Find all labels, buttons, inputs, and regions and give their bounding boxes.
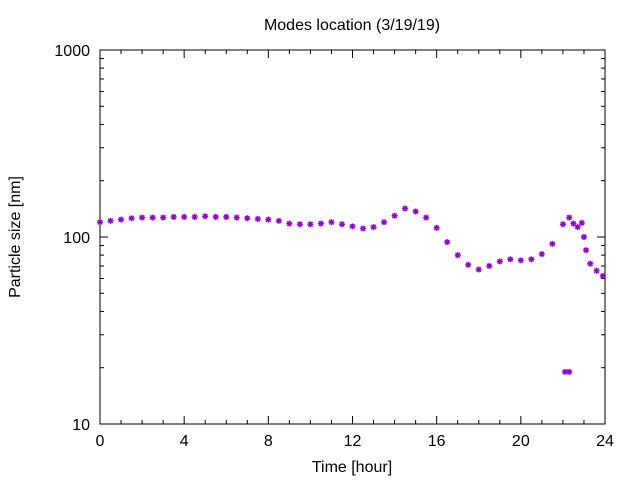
x-tick-label: 0 bbox=[96, 433, 105, 450]
data-point bbox=[475, 266, 482, 273]
x-tick-label: 20 bbox=[512, 433, 530, 450]
data-point bbox=[559, 221, 566, 228]
data-point bbox=[254, 215, 261, 222]
data-point bbox=[566, 214, 573, 221]
data-point bbox=[549, 240, 556, 247]
data-point bbox=[454, 252, 461, 259]
y-tick-label: 10 bbox=[72, 417, 90, 434]
data-point bbox=[599, 272, 606, 279]
data-point bbox=[349, 223, 356, 230]
data-point bbox=[118, 216, 125, 223]
data-point bbox=[317, 220, 324, 227]
data-point bbox=[496, 258, 503, 265]
data-point bbox=[517, 257, 524, 264]
data-point bbox=[265, 216, 272, 223]
data-point bbox=[286, 220, 293, 227]
data-point bbox=[587, 260, 594, 267]
tick-marks bbox=[99, 49, 606, 425]
y-axis-label: Particle size [nm] bbox=[7, 176, 24, 298]
data-point bbox=[223, 213, 230, 220]
data-point bbox=[433, 224, 440, 231]
x-tick-label: 8 bbox=[264, 433, 273, 450]
plot-frame bbox=[99, 49, 606, 425]
y-tick-labels: 10 100 1000 bbox=[54, 43, 90, 434]
data-point bbox=[465, 261, 472, 268]
data-point bbox=[107, 217, 114, 224]
data-point bbox=[578, 219, 585, 226]
data-point bbox=[402, 205, 409, 212]
data-points bbox=[97, 205, 606, 375]
data-point bbox=[381, 219, 388, 226]
data-point bbox=[202, 213, 209, 220]
data-point bbox=[149, 214, 156, 221]
data-point bbox=[570, 220, 577, 227]
data-point bbox=[507, 256, 514, 263]
data-point bbox=[296, 221, 303, 228]
data-point bbox=[391, 212, 398, 219]
data-point bbox=[538, 251, 545, 258]
data-point bbox=[233, 214, 240, 221]
x-tick-label: 16 bbox=[428, 433, 446, 450]
data-point bbox=[275, 217, 282, 224]
data-point bbox=[97, 219, 103, 226]
x-tick-label: 4 bbox=[180, 433, 189, 450]
data-point bbox=[307, 221, 314, 228]
x-tick-labels: 0 4 8 12 16 20 24 bbox=[96, 433, 614, 450]
data-point bbox=[128, 215, 135, 222]
y-tick-label: 1000 bbox=[54, 43, 90, 60]
data-point bbox=[328, 219, 335, 226]
data-point bbox=[160, 214, 167, 221]
data-point bbox=[486, 262, 493, 269]
x-tick-label: 24 bbox=[596, 433, 614, 450]
x-tick-label: 12 bbox=[344, 433, 362, 450]
data-point bbox=[574, 224, 581, 231]
y-tick-label: 100 bbox=[63, 230, 90, 247]
data-point bbox=[139, 214, 146, 221]
chart-title: Modes location (3/19/19) bbox=[264, 17, 440, 34]
data-point bbox=[181, 213, 188, 220]
data-point bbox=[580, 234, 587, 240]
data-point bbox=[370, 224, 377, 231]
data-point bbox=[583, 247, 590, 254]
data-point bbox=[212, 213, 219, 220]
data-point bbox=[528, 256, 535, 263]
data-point bbox=[444, 239, 451, 246]
data-point bbox=[593, 267, 600, 274]
data-point bbox=[338, 221, 345, 228]
data-point bbox=[360, 225, 367, 232]
data-point bbox=[191, 213, 198, 220]
data-point bbox=[170, 213, 177, 220]
data-point bbox=[244, 215, 251, 222]
data-point bbox=[566, 368, 573, 375]
x-axis-label: Time [hour] bbox=[312, 459, 392, 476]
data-point bbox=[412, 208, 419, 215]
data-point bbox=[423, 214, 430, 221]
